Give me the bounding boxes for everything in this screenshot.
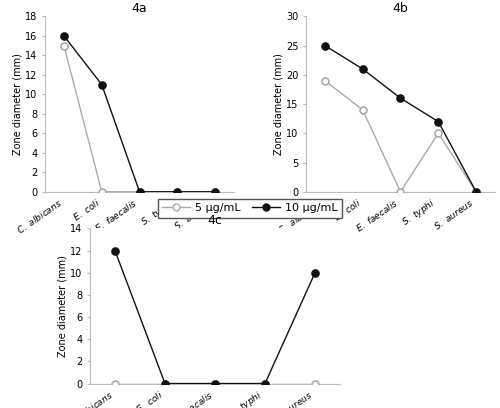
Y-axis label: Zone diameter (mm): Zone diameter (mm) <box>12 53 22 155</box>
Y-axis label: Zone diameter (mm): Zone diameter (mm) <box>273 53 283 155</box>
Title: 4a: 4a <box>132 2 148 15</box>
Legend: 5 μg/mL, 10 μg/mL: 5 μg/mL, 10 μg/mL <box>158 199 342 217</box>
Title: 4b: 4b <box>392 2 408 15</box>
Title: 4c: 4c <box>208 214 222 227</box>
Y-axis label: Zone diameter (mm): Zone diameter (mm) <box>57 255 67 357</box>
